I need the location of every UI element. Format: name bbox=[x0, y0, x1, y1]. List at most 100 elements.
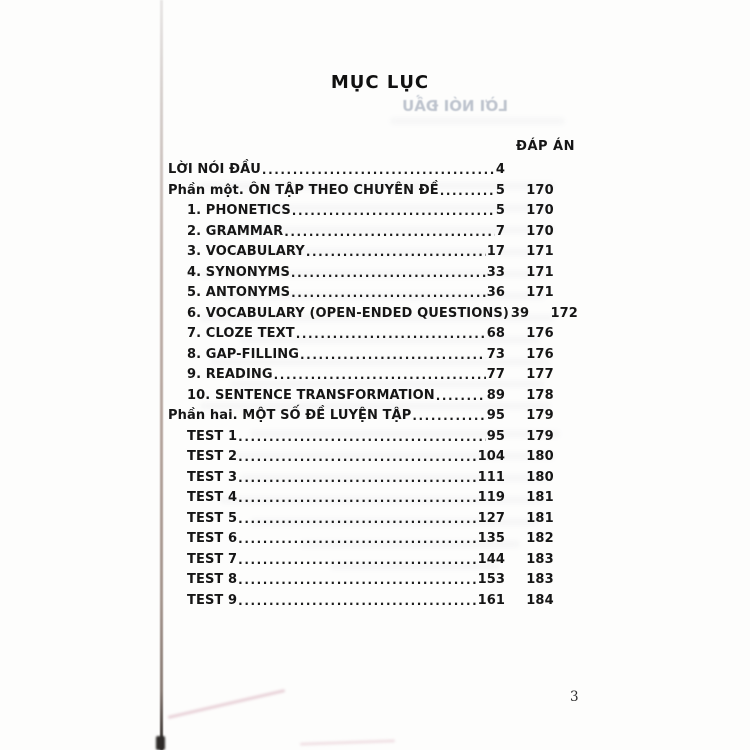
dot-leader bbox=[284, 222, 495, 243]
toc-entry-answer-page: 183 bbox=[526, 551, 554, 567]
toc-row: 1. PHONETICS 5 170 bbox=[168, 201, 575, 222]
toc-entry-label: TEST 5 bbox=[187, 510, 238, 526]
toc-entry-label: TEST 4 bbox=[187, 490, 238, 505]
bleed-through-line bbox=[200, 402, 550, 410]
scan-smudge bbox=[299, 739, 396, 746]
toc-entry-label: 7. CLOZE TEXT bbox=[187, 326, 295, 341]
dot-leader bbox=[238, 427, 486, 448]
toc-entry-page: 73 bbox=[486, 346, 505, 362]
toc-entry-label: 9. READING bbox=[187, 367, 273, 382]
toc-entry-answer-page: 170 bbox=[526, 203, 554, 218]
page-number: 3 bbox=[570, 689, 579, 705]
dot-leader bbox=[238, 509, 476, 530]
toc-entry-label: 5. ANTONYMS bbox=[187, 285, 291, 300]
dot-leader bbox=[238, 591, 476, 612]
toc-entry-label: Phần hai. MỘT SỐ ĐỀ LUYỆN TẬP bbox=[168, 408, 412, 423]
toc-entry-answer-page: 183 bbox=[526, 572, 554, 587]
toc-entry-label: TEST 7 bbox=[187, 551, 238, 567]
toc-entry-label: TEST 3 bbox=[187, 469, 238, 485]
bleed-through-line bbox=[200, 314, 555, 322]
page-title: MỤC LỤC bbox=[330, 72, 430, 93]
toc-entry-page: 7 bbox=[495, 223, 505, 239]
toc-entry-label: TEST 6 bbox=[187, 531, 238, 546]
toc-entry-page: 95 bbox=[486, 428, 505, 444]
toc-entry-answer-page: 172 bbox=[550, 305, 578, 321]
dot-leader bbox=[300, 345, 486, 366]
toc-row: 2. GRAMMAR 7 170 bbox=[168, 222, 575, 243]
toc-row: 10. SENTENCE TRANSFORMATION 89 178 bbox=[168, 386, 575, 407]
dot-leader bbox=[274, 365, 486, 386]
toc-row: 5. ANTONYMS 36 171 bbox=[168, 283, 575, 304]
toc-entry-page: 95 bbox=[486, 408, 505, 423]
toc-entry-answer-page: 180 bbox=[526, 469, 554, 485]
toc-entry-page: 144 bbox=[477, 551, 505, 567]
toc-entry-answer-page: 178 bbox=[526, 387, 554, 403]
dot-leader bbox=[296, 324, 486, 345]
toc-entry-page: 89 bbox=[486, 387, 505, 403]
toc-entry-label: Phần một. ÔN TẬP THEO CHUYÊN ĐỀ bbox=[168, 182, 439, 198]
toc-row: TEST 7 144 183 bbox=[168, 550, 575, 571]
toc-list: LỜI NÓI ĐẦU 4 Phần một. ÔN TẬP THEO CHUY… bbox=[168, 160, 578, 612]
toc-row: 7. CLOZE TEXT 68 176 bbox=[168, 324, 575, 345]
toc-row: 4. SYNONYMS 33 171 bbox=[168, 263, 575, 284]
toc-row: TEST 1 95 179 bbox=[168, 427, 575, 448]
toc-entry-label: TEST 9 bbox=[187, 592, 238, 608]
toc-entry-answer-page: 171 bbox=[526, 285, 554, 300]
toc-entry-label: 6. VOCABULARY (OPEN-ENDED QUESTIONS) bbox=[187, 305, 509, 321]
toc-entry-answer-page: 182 bbox=[526, 531, 554, 546]
dot-leader bbox=[291, 283, 486, 304]
dot-leader bbox=[412, 406, 485, 427]
toc-row: Phần một. ÔN TẬP THEO CHUYÊN ĐỀ 5 170 bbox=[168, 181, 575, 202]
toc-entry-page: 77 bbox=[486, 367, 505, 382]
toc-entry-answer-page: 170 bbox=[526, 223, 554, 239]
toc-entry-answer-page: 171 bbox=[526, 264, 554, 280]
toc-entry-page: 39 bbox=[510, 305, 530, 321]
dot-leader bbox=[306, 242, 486, 263]
toc-entry-page: 111 bbox=[477, 469, 505, 485]
dot-leader bbox=[238, 447, 476, 468]
answer-column-header: ĐÁP ÁN bbox=[516, 139, 575, 154]
toc-entry-answer-page: 184 bbox=[526, 592, 554, 608]
toc-entry-page: 5 bbox=[495, 182, 505, 198]
page-spine-shadow bbox=[160, 0, 163, 750]
toc-row: Phần hai. MỘT SỐ ĐỀ LUYỆN TẬP 95 179 bbox=[168, 406, 575, 427]
toc-entry-label: 1. PHONETICS bbox=[187, 203, 291, 218]
toc-entry-page: 5 bbox=[495, 203, 505, 218]
toc-entry-label: 10. SENTENCE TRANSFORMATION bbox=[187, 387, 435, 403]
toc-entry-page: 4 bbox=[495, 162, 505, 177]
toc-entry-label: TEST 2 bbox=[187, 449, 238, 464]
toc-row: TEST 2 104 180 bbox=[168, 447, 575, 468]
toc-entry-page: 33 bbox=[486, 264, 505, 280]
toc-entry-page: 68 bbox=[486, 326, 505, 341]
toc-entry-answer-page: 179 bbox=[526, 428, 554, 444]
toc-row: TEST 6 135 182 bbox=[168, 529, 575, 550]
toc-row: TEST 4 119 181 bbox=[168, 488, 575, 509]
toc-entry-answer-page: 181 bbox=[526, 510, 554, 526]
dot-leader bbox=[238, 468, 476, 489]
toc-entry-page: 104 bbox=[477, 449, 505, 464]
toc-entry-label: 2. GRAMMAR bbox=[187, 223, 284, 239]
dot-leader bbox=[440, 181, 495, 202]
toc-entry-page: 161 bbox=[477, 592, 505, 608]
dot-leader bbox=[238, 488, 476, 509]
bleed-through-line bbox=[200, 182, 555, 190]
toc-entry-answer-page: 180 bbox=[526, 449, 554, 464]
toc-entry-label: 3. VOCABULARY bbox=[187, 244, 305, 259]
toc-row: 8. GAP-FILLING 73 176 bbox=[168, 345, 575, 366]
toc-row: 6. VOCABULARY (OPEN-ENDED QUESTIONS) 39 … bbox=[168, 304, 578, 325]
dot-leader bbox=[436, 386, 486, 407]
toc-row: TEST 3 111 180 bbox=[168, 468, 575, 489]
toc-row: TEST 9 161 184 bbox=[168, 591, 575, 612]
toc-row: 3. VOCABULARY 17 171 bbox=[168, 242, 575, 263]
toc-entry-label: TEST 1 bbox=[187, 428, 238, 444]
bleed-through-line bbox=[390, 117, 565, 125]
toc-entry-answer-page: 176 bbox=[526, 346, 554, 362]
dot-leader bbox=[238, 570, 476, 591]
toc-entry-answer-page bbox=[505, 160, 575, 181]
toc-entry-answer-page: 176 bbox=[526, 326, 554, 341]
dot-leader bbox=[238, 529, 476, 550]
dot-leader bbox=[262, 160, 495, 181]
toc-entry-page: 17 bbox=[486, 244, 505, 259]
toc-entry-label: 8. GAP-FILLING bbox=[187, 346, 300, 362]
toc-row: LỜI NÓI ĐẦU 4 bbox=[168, 160, 575, 181]
